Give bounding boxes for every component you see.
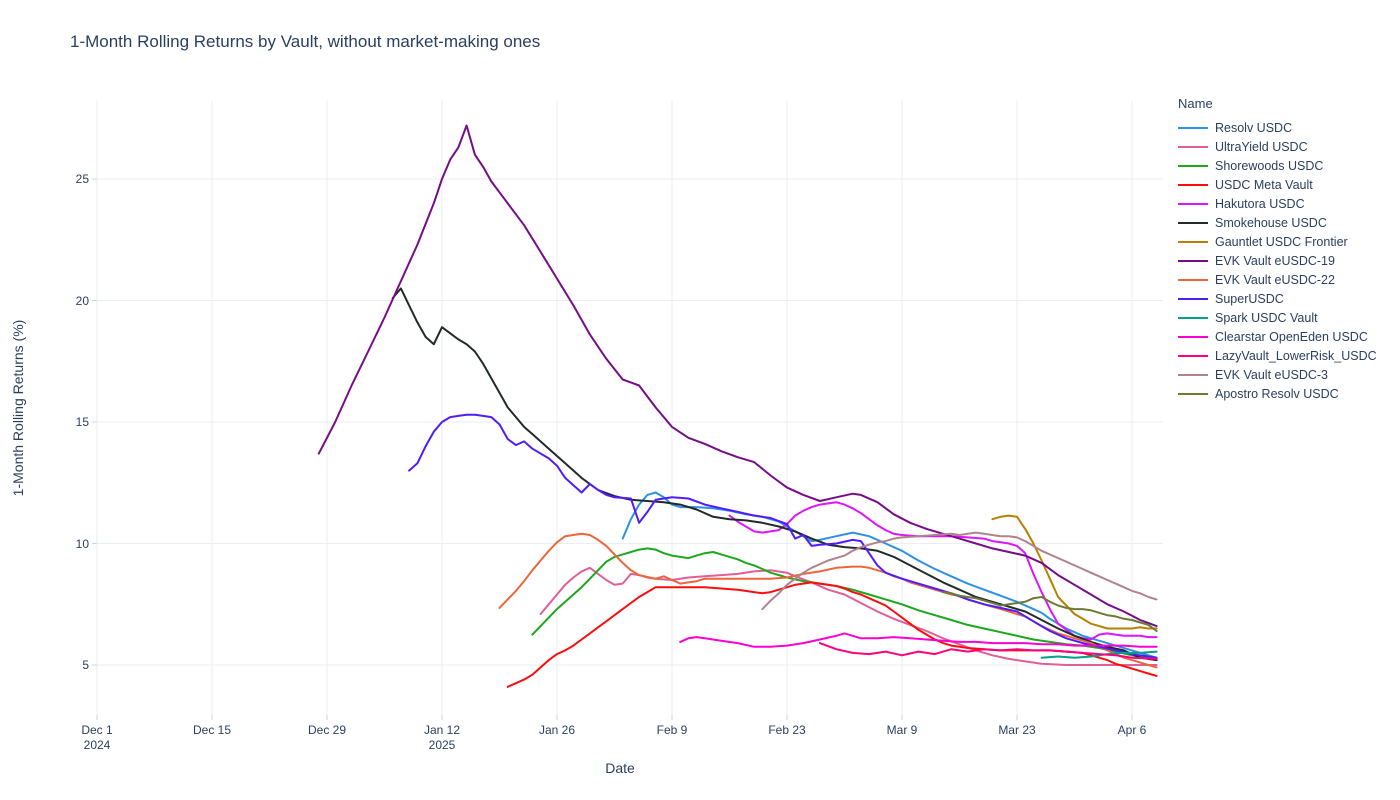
legend: Name Resolv USDC UltraYield USDC Shorewood… [1178, 96, 1377, 403]
legend-line-swatch [1178, 297, 1208, 300]
legend-item-hakutora-usdc[interactable]: Hakutora USDC [1178, 194, 1377, 213]
legend-item-label: SuperUSDC [1215, 291, 1284, 306]
legend-item-superusdc[interactable]: SuperUSDC [1178, 289, 1377, 308]
legend-item-label: Smokehouse USDC [1215, 215, 1327, 230]
x-tick-label: Apr 6 [1117, 723, 1147, 737]
x-tick-label: Jan 26 [538, 723, 576, 737]
legend-item-label: Gauntlet USDC Frontier [1215, 234, 1348, 249]
legend-item-evk-vault-eusdc-22[interactable]: EVK Vault eUSDC-22 [1178, 270, 1377, 289]
series-line-apostro-resolv-usdc[interactable] [942, 591, 1158, 632]
legend-item-label: LazyVault_LowerRisk_USDC [1215, 348, 1377, 363]
x-tick-label: Dec 29 [307, 723, 347, 737]
series-line-smokehouse-usdc[interactable] [391, 287, 1158, 662]
legend-item-label: Resolv USDC [1215, 120, 1293, 135]
legend-item-smokehouse-usdc[interactable]: Smokehouse USDC [1178, 213, 1377, 232]
chart-title: 1-Month Rolling Returns by Vault, withou… [70, 32, 541, 51]
legend-line-swatch [1178, 145, 1208, 148]
legend-line-swatch [1178, 164, 1208, 167]
legend-item-label: Spark USDC Vault [1215, 310, 1318, 325]
legend-item-clearstar-openeden-usdc[interactable]: Clearstar OpenEden USDC [1178, 327, 1377, 346]
legend-item-evk-vault-eusdc-19[interactable]: EVK Vault eUSDC-19 [1178, 251, 1377, 270]
legend-item-label: EVK Vault eUSDC-22 [1215, 272, 1335, 287]
series-line-gauntlet-usdc-frontier[interactable] [991, 514, 1158, 630]
series-line-resolv-usdc[interactable] [621, 491, 1158, 659]
legend-line-swatch [1178, 183, 1208, 186]
legend-line-swatch [1178, 202, 1208, 205]
x-tick-label: Feb 9 [656, 723, 688, 737]
legend-item-label: EVK Vault eUSDC-19 [1215, 253, 1335, 268]
legend-item-lazyvault-lowerrisk-usdc[interactable]: LazyVault_LowerRisk_USDC [1178, 346, 1377, 365]
legend-item-apostro-resolv-usdc[interactable]: Apostro Resolv USDC [1178, 384, 1377, 403]
legend-item-label: EVK Vault eUSDC-3 [1215, 367, 1329, 382]
y-tick-label: 25 [75, 172, 89, 186]
x-axis-title: Date [605, 760, 635, 776]
y-tick-label: 15 [75, 415, 89, 429]
legend-item-gauntlet-usdc-frontier[interactable]: Gauntlet USDC Frontier [1178, 232, 1377, 251]
legend-item-ultrayield-usdc[interactable]: UltraYield USDC [1178, 137, 1377, 156]
series-line-superusdc[interactable] [408, 413, 1158, 659]
series-line-shorewoods-usdc[interactable] [531, 547, 1158, 662]
legend-item-label: Apostro Resolv USDC [1215, 386, 1339, 401]
legend-line-swatch [1178, 335, 1208, 338]
y-tick-label: 5 [82, 658, 89, 672]
legend-line-swatch [1178, 373, 1208, 376]
series-line-clearstar-openeden-usdc[interactable] [679, 632, 1158, 648]
legend-line-swatch [1178, 259, 1208, 262]
x-tick-label: Feb 23 [768, 723, 806, 737]
legend-item-evk-vault-eusdc-3[interactable]: EVK Vault eUSDC-3 [1178, 365, 1377, 384]
legend-item-resolv-usdc[interactable]: Resolv USDC [1178, 118, 1377, 137]
series-line-evk-vault-eusdc-22[interactable] [498, 532, 1158, 669]
legend-item-label: Shorewoods USDC [1215, 158, 1324, 173]
legend-line-swatch [1178, 316, 1208, 319]
legend-line-swatch [1178, 126, 1208, 129]
legend-line-swatch [1178, 354, 1208, 357]
x-tick-label: Dec 15 [192, 723, 232, 737]
legend-item-label: USDC Meta Vault [1215, 177, 1313, 192]
x-tick-label: Dec 1 2024 [81, 723, 113, 752]
legend-item-spark-usdc-vault[interactable]: Spark USDC Vault [1178, 308, 1377, 327]
legend-item-label: UltraYield USDC [1215, 139, 1308, 154]
series-line-evk-vault-eusdc-19[interactable] [317, 124, 1158, 628]
y-tick-label: 20 [75, 293, 89, 308]
legend-line-swatch [1178, 278, 1208, 281]
legend-item-label: Clearstar OpenEden USDC [1215, 329, 1368, 344]
series-line-ultrayield-usdc[interactable] [539, 566, 1158, 666]
legend-title: Name [1178, 96, 1213, 111]
legend-line-swatch [1178, 240, 1208, 243]
series-line-spark-usdc-vault[interactable] [1040, 650, 1158, 659]
x-tick-label: Mar 9 [886, 723, 918, 737]
legend-item-label: Hakutora USDC [1215, 196, 1305, 211]
series-line-evk-vault-eusdc-3[interactable] [761, 531, 1158, 611]
legend-item-shorewoods-usdc[interactable]: Shorewoods USDC [1178, 156, 1377, 175]
legend-line-swatch [1178, 221, 1208, 224]
legend-item-usdc-meta-vault[interactable]: USDC Meta Vault [1178, 175, 1377, 194]
series-line-lazyvault-lowerrisk-usdc[interactable] [818, 642, 1158, 660]
y-tick-label: 10 [75, 536, 89, 551]
x-tick-label: Mar 23 [998, 723, 1036, 737]
x-tick-label: Jan 12 2025 [423, 723, 461, 752]
series-line-hakutora-usdc[interactable] [728, 501, 1158, 641]
legend-line-swatch [1178, 392, 1208, 395]
legend-items: Resolv USDC UltraYield USDC Shorewoods USD… [1178, 118, 1377, 403]
